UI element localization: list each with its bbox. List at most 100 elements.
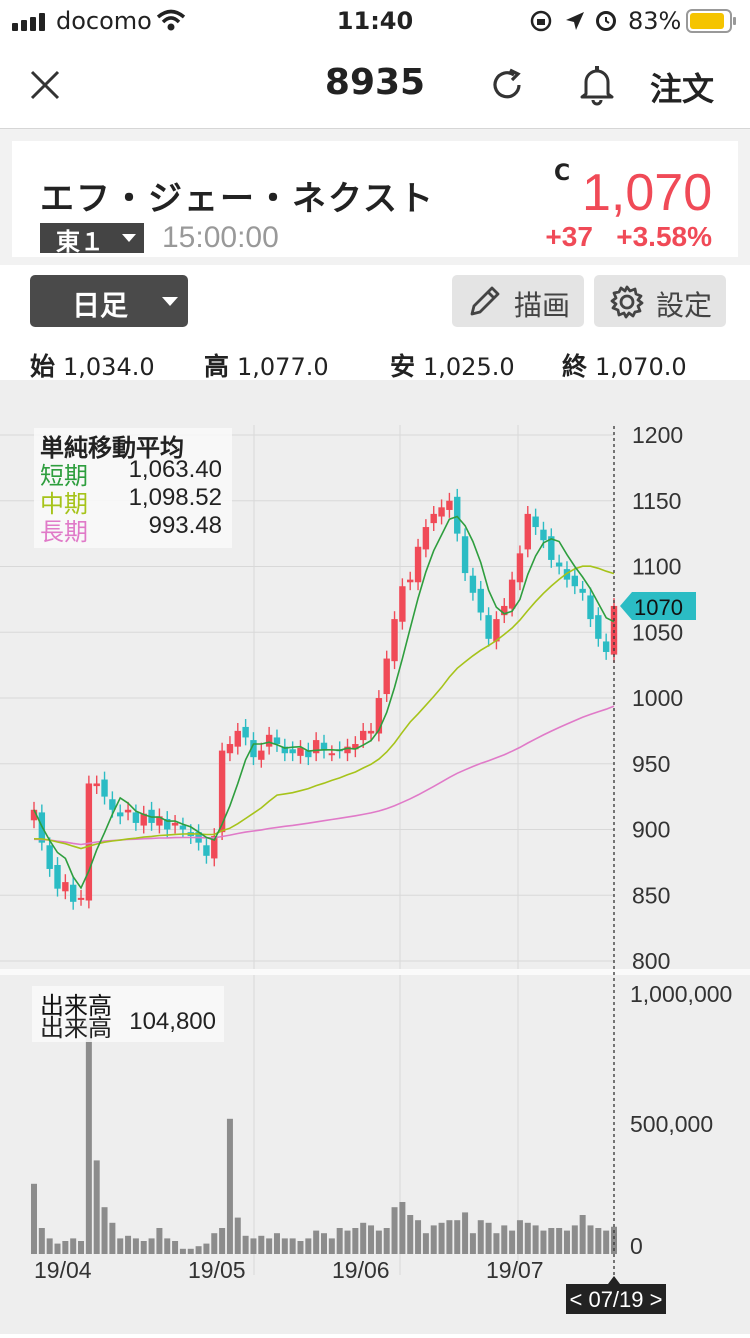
- volume-bar: [187, 1248, 194, 1254]
- gear-icon: [610, 285, 644, 319]
- cursor-date-tag[interactable]: < 07/19 >: [566, 1276, 666, 1314]
- candle-body: [540, 529, 547, 541]
- quote-panel: エフ・ジェー・ネクスト C 1,070 東１ 15:00:00 +37 +3.5…: [0, 129, 750, 265]
- candle-body: [602, 641, 610, 652]
- date-tick-label: 19/04: [34, 1257, 92, 1283]
- volume-bar: [172, 1241, 179, 1254]
- candle-body: [532, 516, 539, 528]
- candle-body: [359, 730, 367, 741]
- volume-bar: [548, 1228, 555, 1254]
- settings-button[interactable]: 設定: [594, 275, 726, 327]
- volume-bar: [399, 1202, 406, 1254]
- volume-legend-title: 出来高: [40, 993, 112, 1020]
- price-tick-label: 1000: [632, 685, 683, 711]
- candle-body: [548, 536, 555, 560]
- candle-body: [383, 658, 390, 695]
- period-selector[interactable]: 日足: [30, 275, 188, 327]
- chevron-down-icon: [122, 234, 136, 242]
- candle-body: [501, 605, 508, 616]
- candle-body: [563, 569, 571, 580]
- ma-legend-title: 単純移動平均: [40, 435, 184, 462]
- location-icon: [566, 12, 584, 30]
- volume-bar: [360, 1222, 367, 1254]
- candle-body: [124, 809, 132, 813]
- volume-bar: [258, 1235, 265, 1254]
- candle-body: [461, 536, 469, 574]
- volume-bar: [422, 1233, 429, 1254]
- date-tick-label: 19/06: [332, 1257, 390, 1283]
- ma-short-label: 短期: [40, 463, 88, 490]
- candle-body: [69, 884, 77, 902]
- candle-body: [140, 813, 147, 826]
- current-price-tag-text: 1070: [634, 595, 683, 620]
- volume-bar: [446, 1220, 453, 1254]
- quote-card: エフ・ジェー・ネクスト C 1,070 東１ 15:00:00 +37 +3.5…: [12, 141, 738, 257]
- wifi-icon: [156, 9, 186, 31]
- volume-bar: [62, 1241, 69, 1254]
- candle-body: [454, 496, 461, 534]
- carrier-label: docomo: [56, 7, 152, 35]
- volume-bar: [101, 1207, 108, 1254]
- volume-bar: [415, 1220, 422, 1254]
- candle-body: [156, 816, 163, 826]
- volume-bar: [117, 1238, 124, 1254]
- volume-bar: [391, 1207, 398, 1254]
- candle-body: [407, 579, 414, 583]
- rotation-lock-icon: [530, 10, 552, 32]
- volume-bar: [344, 1230, 351, 1254]
- close-icon[interactable]: [28, 68, 62, 102]
- ma-short-line: [33, 515, 615, 890]
- candle-body: [446, 500, 453, 510]
- price-tick-label: 950: [632, 751, 670, 777]
- order-button[interactable]: 注文: [650, 70, 715, 108]
- candle-body: [414, 546, 422, 583]
- settings-label: 設定: [656, 289, 713, 322]
- price-tick-label: 1100: [632, 554, 681, 580]
- ohlc-open: 始 1,034.0: [30, 352, 155, 381]
- candle-body: [77, 897, 85, 900]
- volume-tick-label: 0: [630, 1233, 643, 1259]
- draw-button[interactable]: 描画: [452, 275, 584, 327]
- battery-percent: 83%: [628, 7, 682, 35]
- candle-body: [171, 822, 179, 826]
- candle-body: [477, 588, 484, 613]
- current-price-tag: 1070: [620, 592, 696, 620]
- candle-body: [430, 513, 437, 524]
- candle-body: [30, 809, 38, 821]
- exchange-label: 東１: [56, 228, 104, 256]
- candle-body: [258, 750, 265, 760]
- volume-bar: [407, 1215, 414, 1254]
- quote-time: 15:00:00: [162, 221, 279, 254]
- volume-bar: [140, 1241, 147, 1254]
- volume-bar: [219, 1228, 226, 1254]
- price-tick-label: 1200: [632, 422, 683, 448]
- candle-body: [234, 730, 241, 747]
- volume-bar: [85, 1020, 92, 1254]
- price-tick-label: 900: [632, 817, 670, 843]
- ohlc-high: 高 1,077.0: [204, 352, 329, 381]
- candle-body: [273, 737, 281, 745]
- cursor-date-text: < 07/19 >: [570, 1287, 663, 1312]
- signal-icon: [12, 13, 45, 31]
- volume-bar: [532, 1225, 539, 1254]
- volume-bar: [211, 1233, 218, 1254]
- chevron-down-icon: [162, 297, 178, 306]
- ma-long-label: 長期: [40, 519, 88, 546]
- volume-bar: [516, 1220, 523, 1254]
- bell-icon[interactable]: [578, 64, 616, 106]
- volume-bar: [587, 1225, 594, 1254]
- price-change: +37 +3.58%: [545, 221, 712, 252]
- chart-area[interactable]: 1200 1150 1100 1050 1000 950 900 850 800 1,000,0…: [0, 380, 750, 1334]
- price-tick-label: 1150: [632, 488, 681, 514]
- volume-bar: [313, 1230, 320, 1254]
- candle-body: [297, 747, 304, 756]
- volume-bar: [203, 1243, 210, 1254]
- exchange-selector[interactable]: 東１: [40, 223, 144, 256]
- volume-bar: [509, 1230, 516, 1254]
- candle-body: [211, 836, 218, 859]
- volume-bar: [328, 1238, 335, 1254]
- volume-bar: [501, 1225, 508, 1254]
- draw-label: 描画: [514, 289, 571, 322]
- candle-body: [164, 818, 171, 830]
- refresh-icon[interactable]: [488, 66, 526, 104]
